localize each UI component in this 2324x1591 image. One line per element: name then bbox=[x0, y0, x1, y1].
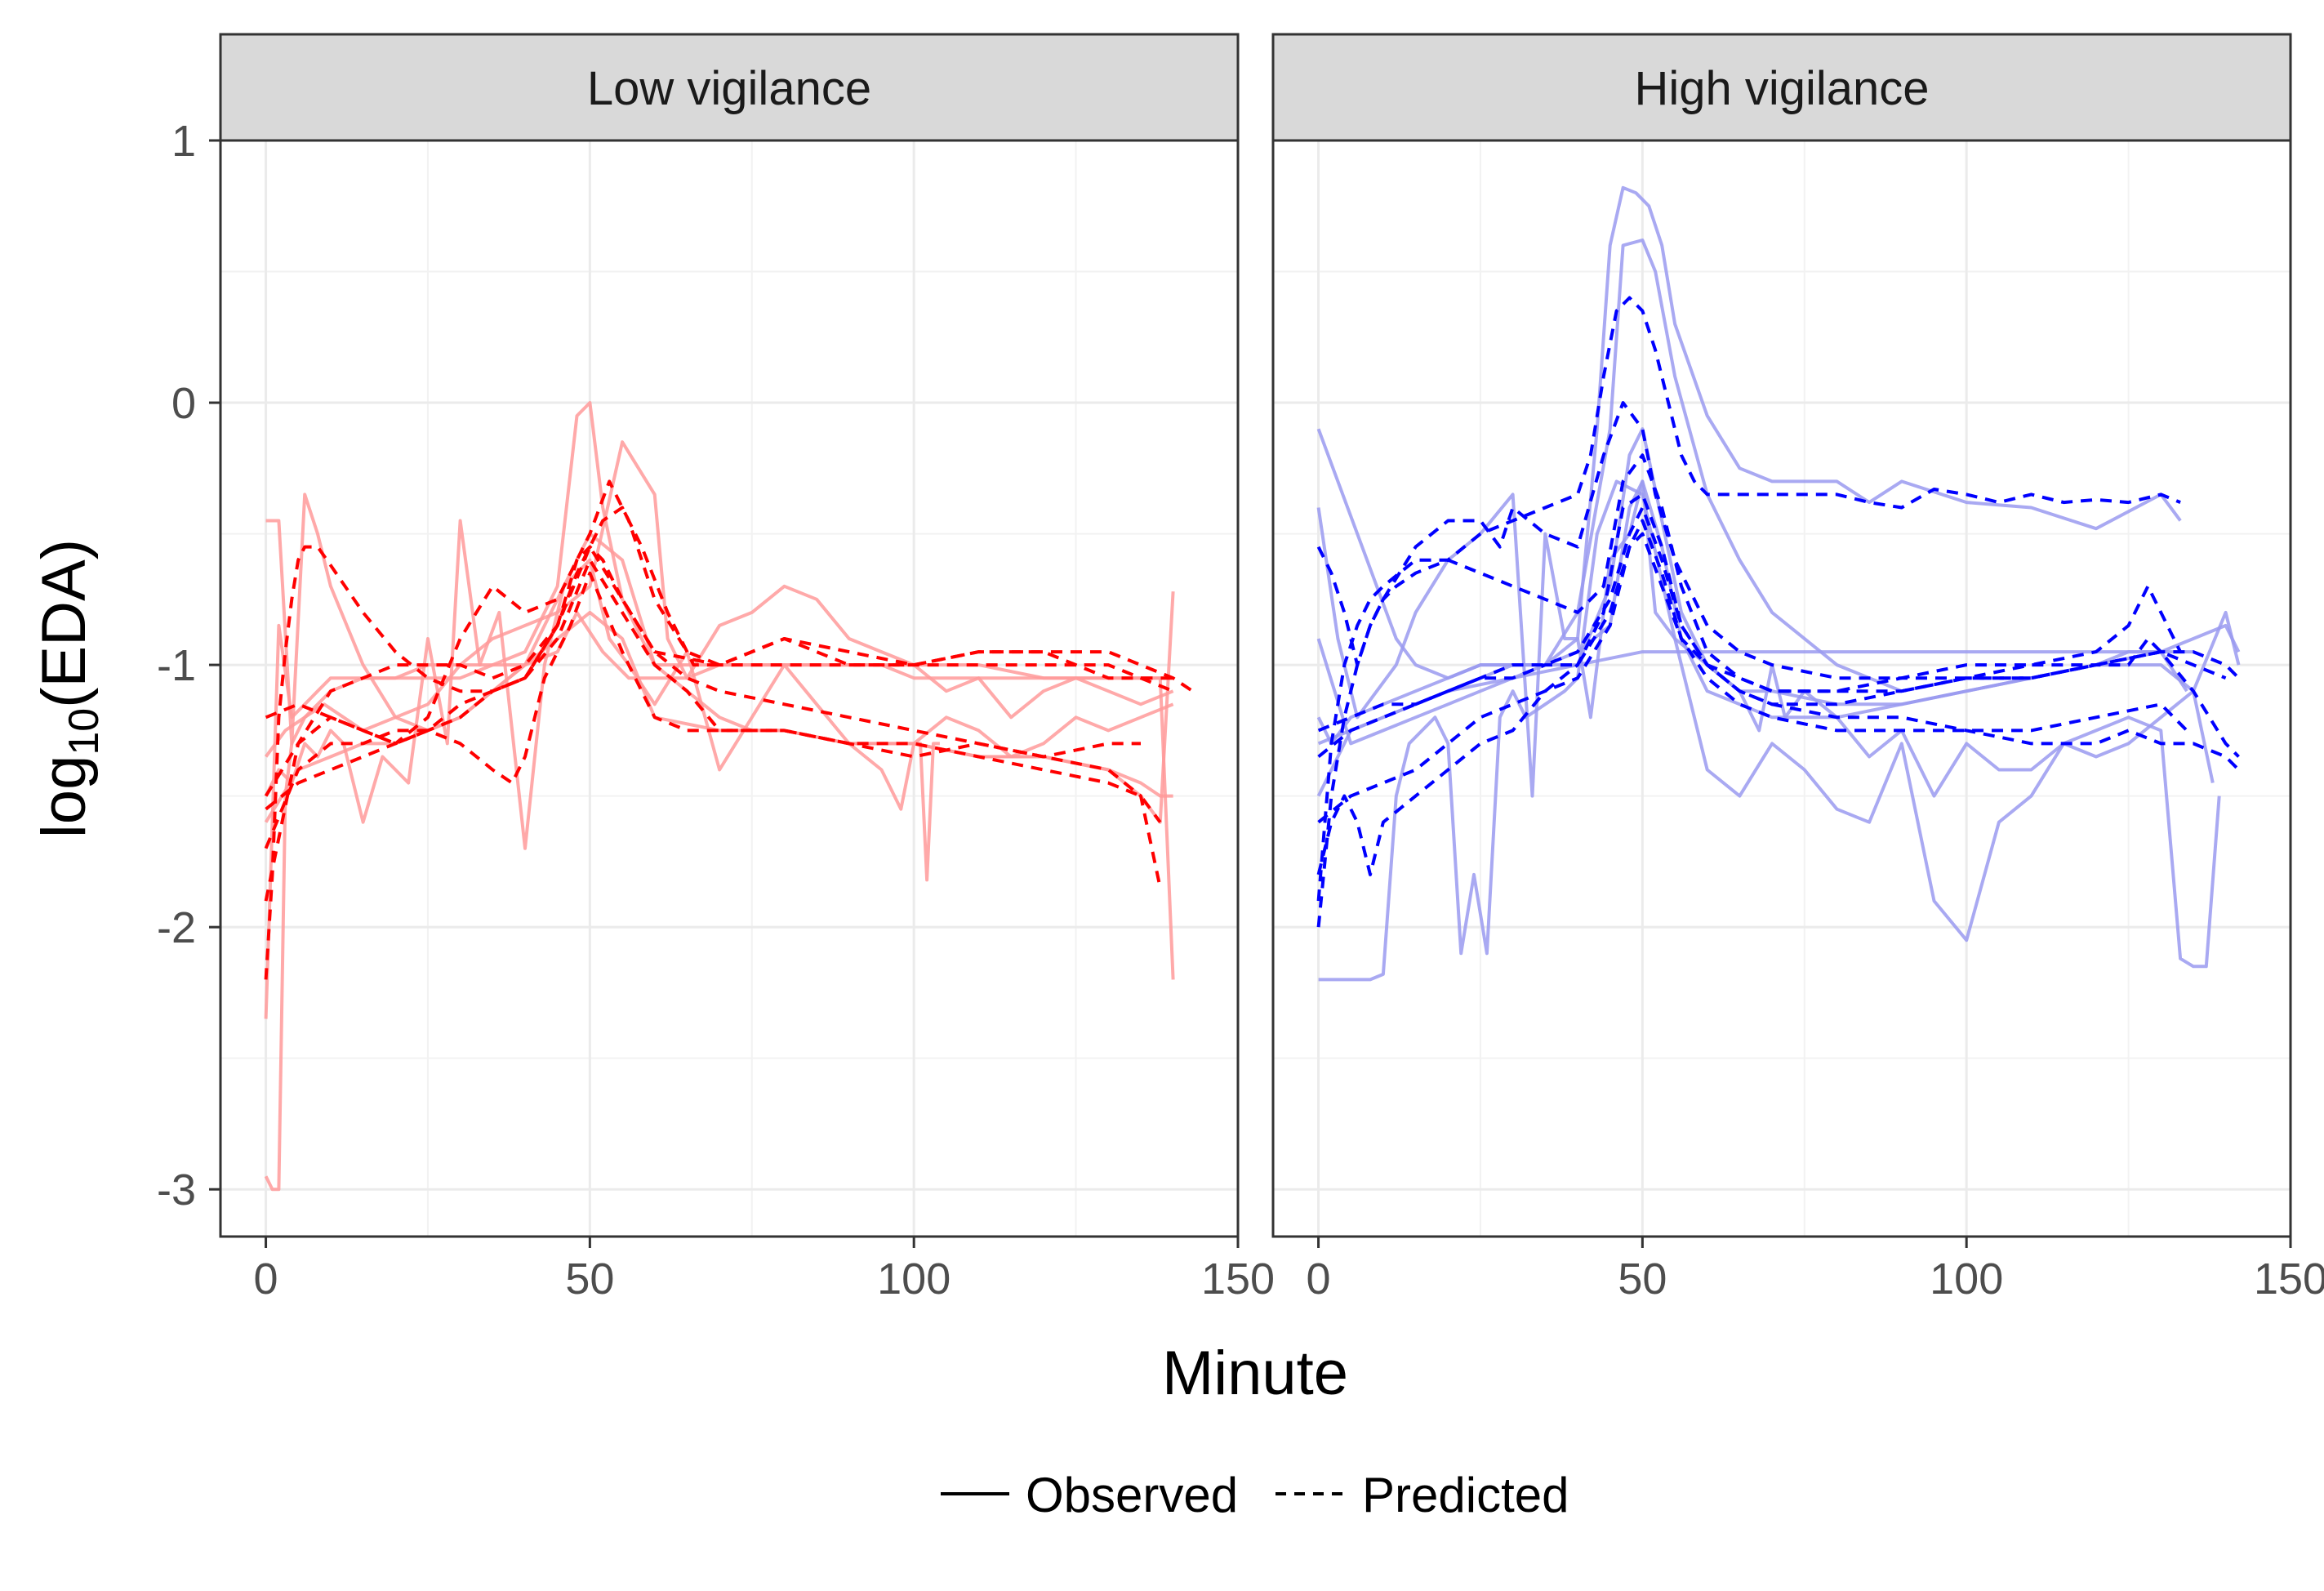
x-tick-label: 100 bbox=[877, 1255, 951, 1304]
y-axis-title-base: log bbox=[29, 755, 99, 838]
panel-low-x-axis: 0 50 100 150 bbox=[254, 1237, 1275, 1304]
y-tick-label: -3 bbox=[157, 1165, 196, 1214]
y-tick-label: -2 bbox=[157, 903, 196, 952]
x-tick-label: 150 bbox=[2254, 1255, 2324, 1304]
predicted-series-line bbox=[265, 558, 1162, 823]
predicted-series-line bbox=[1317, 519, 2188, 824]
observed-series-line bbox=[264, 440, 1174, 758]
x-tick-label: 0 bbox=[254, 1255, 278, 1304]
predicted-series-line bbox=[1316, 492, 2240, 876]
x-axis-title: Minute bbox=[1162, 1339, 1348, 1408]
observed-series-line bbox=[264, 401, 1173, 1192]
y-tick-label: 0 bbox=[171, 379, 196, 428]
panel-low-strip bbox=[219, 33, 1240, 142]
x-tick-label: 150 bbox=[1201, 1255, 1275, 1304]
x-tick-label: 0 bbox=[1307, 1255, 1331, 1304]
predicted-series-line bbox=[1316, 296, 2181, 902]
panel-high-vigilance: High vigilance 0 50 100 150 bbox=[1271, 33, 2324, 1304]
legend-predicted-label: Predicted bbox=[1362, 1468, 1569, 1522]
legend-observed-label: Observed bbox=[1026, 1468, 1238, 1522]
observed-series-line bbox=[264, 610, 1173, 823]
y-axis-title-rest: (EDA) bbox=[29, 539, 99, 708]
panel-low-background bbox=[220, 140, 1238, 1237]
predicted-series-line bbox=[1316, 401, 2182, 680]
predicted-series-line bbox=[1316, 453, 2240, 928]
predicted-series-line bbox=[264, 545, 1174, 902]
x-tick-label: 50 bbox=[565, 1255, 614, 1304]
panel-high-x-axis: 0 50 100 150 bbox=[1307, 1237, 2324, 1304]
observed-series-line bbox=[1317, 650, 2193, 746]
y-axis-title-subscript: 10 bbox=[60, 708, 108, 755]
panel-high-strip bbox=[1271, 33, 2292, 142]
x-tick-label: 100 bbox=[1930, 1255, 2003, 1304]
predicted-series-line bbox=[1317, 506, 2240, 759]
panel-low-vigilance: Low vigilance 0 50 100 150 bbox=[219, 33, 1275, 1304]
panel-low-predicted-lines bbox=[264, 479, 1194, 980]
legend: Observed Predicted bbox=[941, 1468, 1569, 1522]
observed-series-line bbox=[1318, 479, 2221, 982]
predicted-series-line bbox=[265, 479, 1194, 746]
observed-series-line bbox=[1316, 185, 2182, 746]
y-axis-title: log10(EDA) bbox=[29, 539, 108, 838]
panel-low-title: Low vigilance bbox=[587, 62, 871, 115]
panel-low-grid bbox=[220, 139, 1240, 1237]
predicted-series-line bbox=[264, 571, 1141, 849]
panel-high-title: High vigilance bbox=[1634, 62, 1929, 115]
y-axis: 1 0 -1 -2 -3 bbox=[157, 117, 220, 1214]
panel-high-background bbox=[1273, 140, 2291, 1237]
predicted-series-line bbox=[264, 506, 1173, 797]
y-tick-label: -1 bbox=[157, 641, 196, 690]
x-tick-label: 50 bbox=[1618, 1255, 1667, 1304]
panel-high-predicted-lines bbox=[1316, 296, 2240, 928]
y-tick-label: 1 bbox=[171, 117, 196, 166]
predicted-series-line bbox=[1317, 532, 2227, 733]
